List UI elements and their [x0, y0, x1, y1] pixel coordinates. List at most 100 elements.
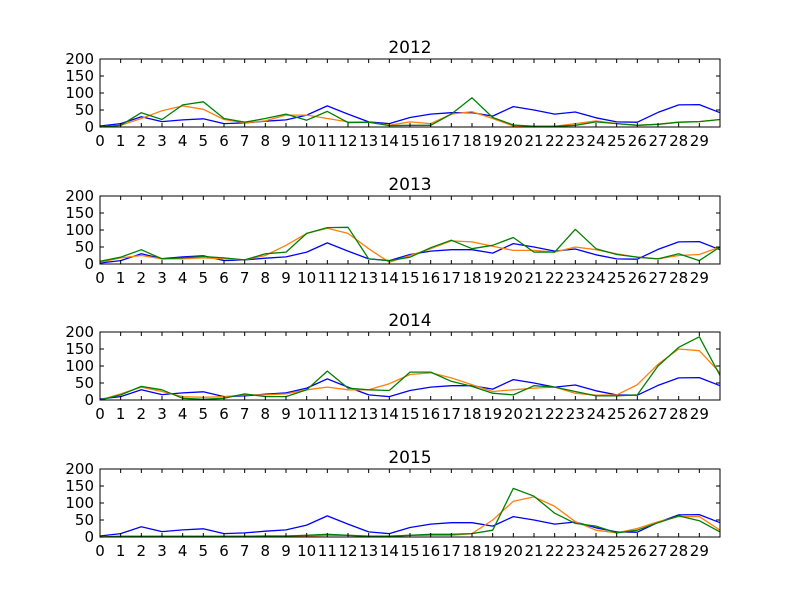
x-tick-label: 12: [338, 132, 357, 150]
x-tick-label: 6: [219, 269, 229, 287]
x-tick-label: 18: [462, 132, 481, 150]
x-tick-label: 24: [586, 405, 605, 423]
x-tick-label: 3: [157, 405, 167, 423]
chart-title: 2015: [388, 448, 431, 468]
y-tick-label: 50: [75, 511, 94, 529]
x-tick-label: 29: [690, 405, 709, 423]
x-tick-label: 18: [462, 542, 481, 560]
x-tick-label: 27: [648, 542, 667, 560]
x-tick-label: 4: [178, 132, 188, 150]
x-tick-label: 7: [240, 269, 250, 287]
x-tick-label: 22: [545, 269, 564, 287]
x-tick-label: 19: [483, 542, 502, 560]
x-tick-label: 13: [359, 132, 378, 150]
chart-title: 2014: [388, 311, 431, 331]
axes-frame: [99, 468, 721, 538]
y-tick-label: 200: [65, 460, 94, 478]
x-tick-label: 4: [178, 542, 188, 560]
x-tick-label: 9: [281, 269, 291, 287]
y-tick-label: 100: [65, 357, 94, 375]
x-tick-label: 17: [442, 269, 461, 287]
x-tick-label: 3: [157, 542, 167, 560]
x-tick-label: 21: [524, 132, 543, 150]
y-tick-label: 50: [75, 238, 94, 256]
x-tick-label: 10: [297, 405, 316, 423]
x-tick-label: 19: [483, 405, 502, 423]
series-line-2: [99, 227, 721, 263]
series-line-1: [99, 240, 721, 264]
y-tick-label: 0: [84, 528, 94, 546]
x-tick-label: 1: [116, 132, 126, 150]
x-tick-label: 14: [380, 269, 399, 287]
x-tick-label: 29: [690, 542, 709, 560]
x-tick-label: 2: [137, 269, 147, 287]
x-tick-label: 21: [524, 405, 543, 423]
x-tick-label: 27: [648, 405, 667, 423]
x-tick-label: 25: [607, 542, 626, 560]
x-tick-label: 17: [442, 542, 461, 560]
x-tick-label: 23: [566, 542, 585, 560]
x-tick-label: 0: [95, 269, 105, 287]
x-tick-label: 12: [338, 405, 357, 423]
x-tick-label: 23: [566, 132, 585, 150]
y-tick-label: 150: [65, 477, 94, 495]
x-tick-label: 1: [116, 269, 126, 287]
x-tick-label: 28: [669, 542, 688, 560]
y-tick-label: 200: [65, 323, 94, 341]
x-tick-label: 19: [483, 132, 502, 150]
x-tick-label: 8: [261, 405, 271, 423]
x-tick-label: 5: [199, 132, 209, 150]
x-tick-label: 1: [116, 405, 126, 423]
x-tick-label: 18: [462, 269, 481, 287]
x-tick-label: 0: [95, 132, 105, 150]
y-tick-label: 0: [84, 118, 94, 136]
x-tick-label: 22: [545, 132, 564, 150]
x-tick-label: 16: [421, 542, 440, 560]
x-tick-label: 19: [483, 269, 502, 287]
x-tick-label: 24: [586, 132, 605, 150]
x-tick-label: 17: [442, 132, 461, 150]
x-tick-label: 12: [338, 542, 357, 560]
x-tick-label: 25: [607, 405, 626, 423]
x-tick-label: 7: [240, 132, 250, 150]
y-tick-label: 100: [65, 221, 94, 239]
x-tick-label: 21: [524, 542, 543, 560]
x-tick-label: 0: [95, 542, 105, 560]
x-tick-label: 6: [219, 132, 229, 150]
y-tick-label: 50: [75, 101, 94, 119]
y-tick-label: 150: [65, 204, 94, 222]
x-tick-label: 20: [504, 405, 523, 423]
x-tick-label: 15: [400, 542, 419, 560]
x-tick-label: 27: [648, 269, 667, 287]
x-tick-label: 25: [607, 269, 626, 287]
x-tick-label: 9: [281, 132, 291, 150]
x-tick-label: 13: [359, 542, 378, 560]
x-tick-label: 22: [545, 405, 564, 423]
x-tick-label: 7: [240, 405, 250, 423]
x-tick-label: 6: [219, 405, 229, 423]
x-tick-label: 25: [607, 132, 626, 150]
axes-frame: [99, 195, 721, 265]
x-tick-label: 10: [297, 542, 316, 560]
x-tick-label: 26: [628, 542, 647, 560]
x-tick-label: 2: [137, 542, 147, 560]
chart-title: 2012: [388, 38, 431, 58]
x-tick-label: 24: [586, 542, 605, 560]
x-tick-label: 18: [462, 405, 481, 423]
x-tick-label: 14: [380, 542, 399, 560]
x-tick-label: 16: [421, 132, 440, 150]
x-tick-label: 17: [442, 405, 461, 423]
x-tick-label: 5: [199, 405, 209, 423]
x-tick-label: 28: [669, 132, 688, 150]
x-tick-label: 13: [359, 269, 378, 287]
x-tick-label: 11: [318, 405, 337, 423]
y-tick-label: 200: [65, 187, 94, 205]
x-tick-label: 8: [261, 269, 271, 287]
x-tick-label: 23: [566, 405, 585, 423]
x-tick-label: 8: [261, 132, 271, 150]
